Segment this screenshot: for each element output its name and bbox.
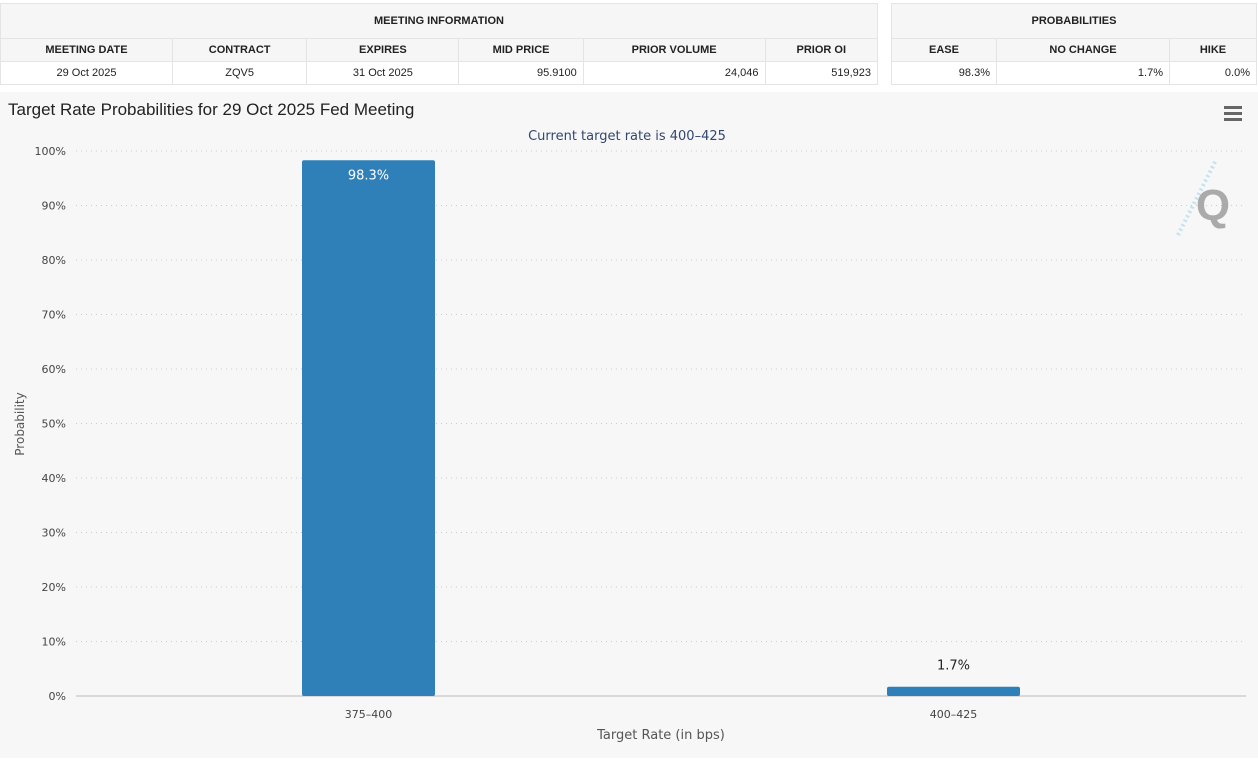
meeting-info-table: MEETING INFORMATION MEETING DATE CONTRACT… bbox=[0, 3, 879, 85]
table-cell: 0.0% bbox=[1169, 61, 1257, 85]
column-header: MID PRICE bbox=[458, 38, 584, 62]
data-label: 1.7% bbox=[937, 659, 970, 674]
y-tick-label: 30% bbox=[42, 527, 66, 540]
group-header: PROBABILITIES bbox=[891, 3, 1257, 39]
y-tick-label: 0% bbox=[49, 690, 66, 703]
y-tick-label: 50% bbox=[42, 418, 66, 431]
column-header: CONTRACT bbox=[171, 38, 308, 62]
column-header: NO CHANGE bbox=[996, 38, 1170, 62]
x-axis-title: Target Rate (in bps) bbox=[596, 728, 725, 743]
y-tick-label: 90% bbox=[42, 200, 66, 213]
x-tick-label: 375–400 bbox=[345, 708, 393, 721]
table-cell: 519,923 bbox=[764, 61, 879, 85]
column-header: PRIOR OI bbox=[764, 38, 879, 62]
y-axis-title: Probability bbox=[13, 392, 27, 455]
watermark-logo: Q bbox=[1196, 181, 1230, 230]
group-header: MEETING INFORMATION bbox=[0, 3, 878, 39]
y-tick-label: 10% bbox=[42, 636, 66, 649]
y-tick-label: 40% bbox=[42, 472, 66, 485]
y-tick-label: 100% bbox=[35, 145, 66, 158]
table-cell: 24,046 bbox=[582, 61, 766, 85]
table-cell: 98.3% bbox=[891, 61, 997, 85]
probabilities-table: PROBABILITIES EASE NO CHANGE HIKE 98.3% 1.7%… bbox=[891, 3, 1257, 85]
column-header: PRIOR VOLUME bbox=[582, 38, 766, 62]
hamburger-icon[interactable] bbox=[1224, 106, 1242, 124]
table-cell: 31 Oct 2025 bbox=[306, 61, 460, 85]
watermark-slash bbox=[1176, 159, 1218, 236]
column-header: HIKE bbox=[1169, 38, 1257, 62]
x-tick-label: 400–425 bbox=[930, 708, 978, 721]
table-cell: ZQV5 bbox=[171, 61, 308, 85]
chart-panel: Target Rate Probabilities for 29 Oct 202… bbox=[0, 92, 1258, 758]
table-cell: 95.9100 bbox=[458, 61, 584, 85]
table-cell: 1.7% bbox=[996, 61, 1170, 85]
y-tick-label: 80% bbox=[42, 254, 66, 267]
chart-subtitle: Current target rate is 400–425 bbox=[528, 129, 726, 144]
y-tick-label: 20% bbox=[42, 581, 66, 594]
bar bbox=[302, 160, 435, 696]
table-cell: 29 Oct 2025 bbox=[0, 61, 173, 85]
data-label: 98.3% bbox=[348, 168, 389, 183]
y-tick-label: 70% bbox=[42, 309, 66, 322]
bar bbox=[887, 686, 1020, 696]
chart-title: Target Rate Probabilities for 29 Oct 202… bbox=[8, 100, 415, 119]
column-header: EXPIRES bbox=[306, 38, 460, 62]
y-tick-label: 60% bbox=[42, 363, 66, 376]
